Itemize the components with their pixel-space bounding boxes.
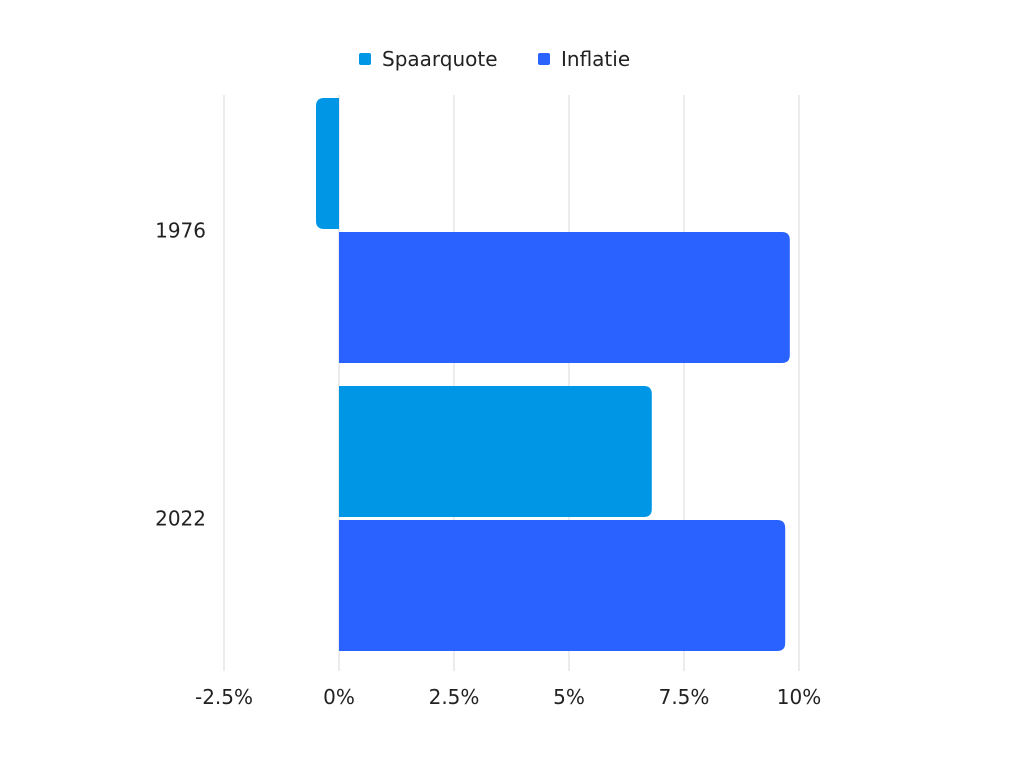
bar-inflatie-2022 (339, 520, 786, 651)
legend: Spaarquote Inflatie (359, 47, 630, 71)
y-tick-label: 1976 (155, 219, 206, 243)
bar-inflatie-1976 (339, 232, 790, 363)
legend-item-inflatie[interactable]: Inflatie (538, 47, 630, 71)
legend-swatch (359, 53, 371, 65)
x-axis-ticks: -2.5% 0% 2.5% 5% 7.5% 10% (195, 685, 821, 709)
bars (316, 98, 790, 651)
legend-label: Spaarquote (382, 47, 498, 71)
x-tick-label: 5% (553, 685, 585, 709)
bar-spaarquote-2022 (339, 386, 652, 517)
y-tick-label: 2022 (155, 507, 206, 531)
bar-spaarquote-1976 (316, 98, 339, 229)
legend-label: Inflatie (561, 47, 630, 71)
x-tick-label: -2.5% (195, 685, 253, 709)
y-axis-ticks: 1976 2022 (155, 219, 206, 531)
legend-item-spaarquote[interactable]: Spaarquote (359, 47, 498, 71)
x-tick-label: 10% (777, 685, 821, 709)
x-tick-label: 7.5% (659, 685, 710, 709)
x-tick-label: 0% (323, 685, 355, 709)
legend-swatch (538, 53, 550, 65)
x-tick-label: 2.5% (429, 685, 480, 709)
